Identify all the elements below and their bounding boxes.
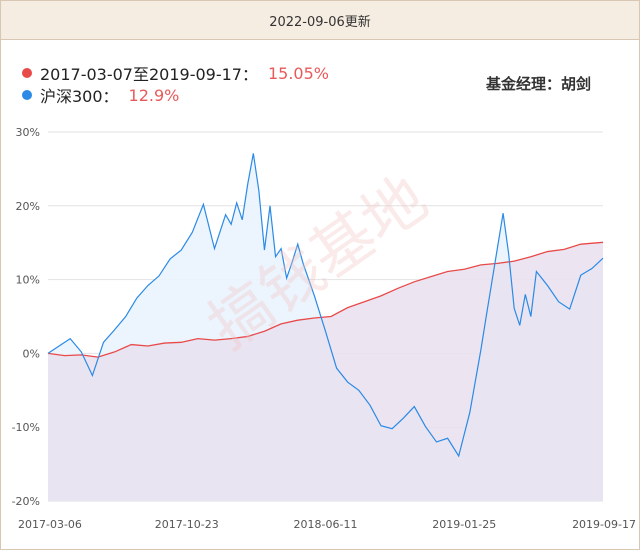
legend-item-index[interactable]: 沪深300： 12.9% [22, 84, 329, 106]
y-tick-label: 10% [16, 274, 40, 287]
y-tick-label: 20% [16, 200, 40, 213]
fund-legend-dot [22, 68, 32, 78]
x-tick-label: 2017-03-06 [18, 518, 82, 531]
x-tick-label: 2018-06-11 [294, 518, 358, 531]
x-tick-label: 2019-01-25 [432, 518, 496, 531]
fund-manager-label: 基金经理：胡剑 [486, 75, 592, 93]
index-legend-dot [22, 90, 32, 100]
y-tick-label: 0% [23, 347, 40, 360]
x-tick-label: 2019-09-17 [572, 518, 636, 531]
fund-return-value: 15.05% [267, 63, 329, 83]
index-line [47, 153, 604, 458]
x-tick-label: 2017-10-23 [155, 518, 219, 531]
index-return-value: 12.9% [128, 85, 180, 105]
update-date-header: 2022-09-06更新 [1, 1, 639, 40]
y-tick-label: -10% [12, 421, 40, 434]
update-date-label: 2022-09-06更新 [269, 14, 371, 30]
index-legend-label: 沪深300： [40, 87, 119, 106]
chart-legend: 2017-03-07至2019-09-17： 15.05% 沪深300： 12.… [22, 62, 329, 106]
fund-legend-label: 2017-03-07至2019-09-17： [40, 65, 258, 84]
legend-item-fund[interactable]: 2017-03-07至2019-09-17： 15.05% [22, 62, 329, 84]
y-tick-label: 30% [16, 126, 40, 139]
y-tick-label: -20% [12, 495, 40, 508]
fund-line [47, 241, 604, 358]
